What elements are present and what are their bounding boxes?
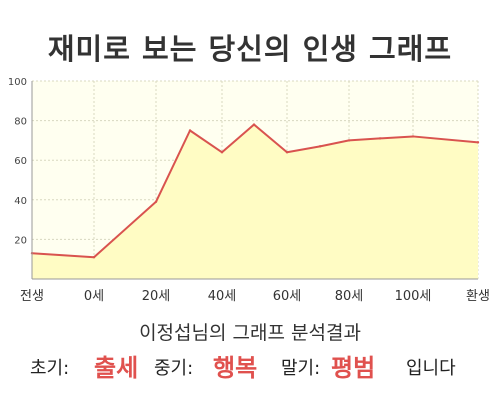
data-point bbox=[252, 123, 256, 126]
x-tick-label: 100세 bbox=[395, 289, 432, 304]
late-stage-value: 평범 bbox=[331, 354, 376, 382]
x-tick-label: 환생 bbox=[466, 289, 490, 304]
y-tick-label: 60 bbox=[14, 156, 27, 167]
area-fill bbox=[32, 124, 478, 279]
x-tick-label: 전생 bbox=[20, 289, 44, 304]
middle-stage-value: 행복 bbox=[213, 354, 258, 382]
result-suffix: 입니다 bbox=[406, 358, 456, 379]
y-tick-label: 20 bbox=[14, 235, 27, 246]
x-tick-label: 80세 bbox=[335, 289, 364, 304]
analysis-result: 초기: 출세 중기: 행복 말기: 평범 입니다 bbox=[0, 345, 500, 385]
x-tick-label: 20세 bbox=[142, 289, 171, 304]
data-point bbox=[154, 200, 158, 203]
early-stage-label: 초기: bbox=[30, 358, 70, 379]
x-tick-label: 0세 bbox=[84, 289, 104, 304]
data-point bbox=[285, 151, 289, 154]
y-tick-label: 80 bbox=[14, 117, 27, 128]
middle-stage-label: 중기: bbox=[154, 358, 194, 379]
data-point bbox=[411, 135, 415, 138]
data-point bbox=[92, 256, 96, 259]
late-stage-label: 말기: bbox=[281, 358, 321, 379]
chart-title: 재미로 보는 당신의 인생 그래프 bbox=[47, 32, 453, 66]
series-line bbox=[31, 123, 479, 259]
x-tick-label: 40세 bbox=[208, 289, 237, 304]
early-stage-value: 출세 bbox=[94, 354, 139, 382]
data-point bbox=[476, 141, 480, 144]
data-point bbox=[378, 137, 382, 140]
data-point bbox=[318, 145, 322, 148]
analysis-subtitle: 이정섭님의 그래프 분석결과 bbox=[139, 322, 361, 344]
y-tick-label: 100 bbox=[8, 77, 27, 88]
data-point bbox=[188, 129, 192, 132]
y-tick-label: 40 bbox=[14, 196, 27, 207]
data-point bbox=[347, 139, 351, 142]
data-point bbox=[220, 151, 224, 154]
x-tick-label: 60세 bbox=[273, 289, 302, 304]
